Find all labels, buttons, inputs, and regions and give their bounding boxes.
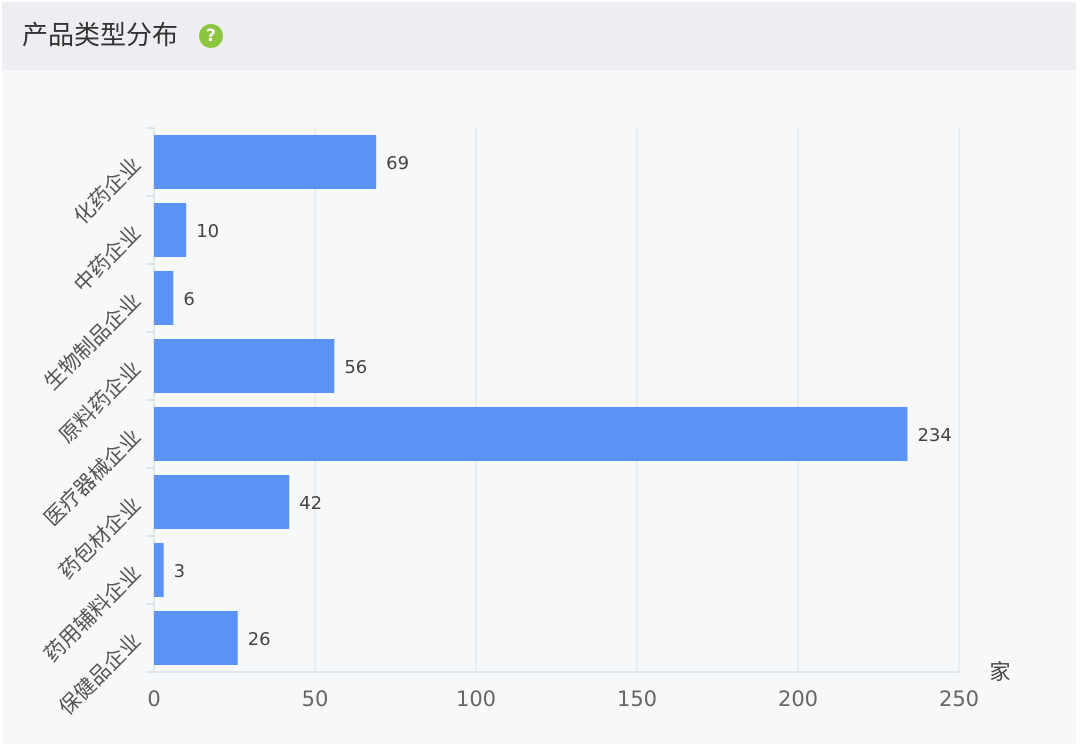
category-label: 化药企业: [69, 153, 145, 229]
bar[interactable]: [154, 407, 908, 461]
bar[interactable]: [154, 135, 377, 189]
bar-value-label: 26: [248, 629, 271, 650]
x-tick-label: 0: [147, 687, 160, 711]
grid-lines: [314, 128, 960, 672]
bar[interactable]: [154, 543, 164, 597]
category-label: 中药企业: [69, 221, 145, 297]
bar[interactable]: [154, 339, 335, 393]
x-tick-label: 50: [302, 687, 329, 711]
axes: [146, 127, 959, 673]
panel-title: 产品类型分布: [22, 21, 179, 51]
bar-value-label: 56: [344, 357, 367, 378]
bar-value-label: 69: [386, 153, 409, 174]
bar[interactable]: [154, 271, 174, 325]
bar[interactable]: [154, 611, 238, 665]
bar-value-label: 234: [917, 425, 951, 446]
x-tick-label: 150: [617, 687, 657, 711]
bar-value-label: 42: [299, 493, 322, 514]
x-tick-label: 100: [456, 687, 496, 711]
bar-value-label: 3: [174, 561, 185, 582]
bar-value-label: 10: [196, 221, 219, 242]
bar-value-label: 6: [183, 289, 194, 310]
bar[interactable]: [154, 475, 290, 529]
bar[interactable]: [154, 203, 187, 257]
x-tick-label: 200: [778, 687, 818, 711]
x-tick-label: 250: [939, 687, 979, 711]
question-icon[interactable]: ?: [199, 24, 223, 48]
bars: [154, 135, 908, 665]
x-axis-unit-label: 家: [990, 660, 1011, 684]
panel-header: 产品类型分布 ?: [2, 2, 1076, 70]
